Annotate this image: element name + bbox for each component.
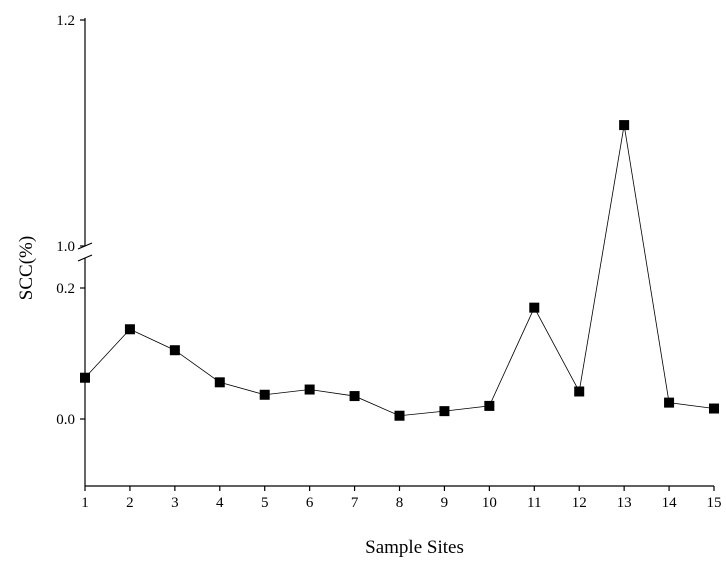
x-tick-label: 11 [527,495,541,511]
data-point [259,389,270,400]
y-tick-label: 0.0 [56,412,75,428]
y-tick-label: 0.2 [56,281,75,297]
data-point [664,397,675,408]
x-tick-label: 13 [617,495,632,511]
data-point [80,372,90,383]
x-tick-label: 8 [396,495,404,511]
data-point [169,345,180,356]
x-tick-label: 5 [261,495,269,511]
data-point [529,302,540,313]
y-axis-title: SCC(%) [16,236,37,300]
data-point [619,120,630,131]
data-point [574,386,585,397]
x-tick-label: 1 [81,495,89,511]
y-tick-label: 1.0 [56,239,75,255]
data-point [349,391,360,402]
data-point [709,403,719,414]
x-tick-label: 7 [351,495,359,511]
data-point [124,324,135,335]
data-point [304,384,315,395]
x-tick-label: 9 [441,495,449,511]
x-tick-label: 12 [572,495,587,511]
axis-break-mark [77,254,93,262]
x-tick-label: 6 [306,495,314,511]
data-point [214,377,225,388]
x-tick-label: 2 [126,495,134,511]
x-ticks: 1 2 3 4 5 6 7 8 9 10 11 12 13 14 15 [81,486,722,511]
data-point [439,406,450,417]
y-ticks: 0.0 0.2 1.0 1.2 [56,13,85,428]
data-point [394,410,405,421]
x-tick-label: 15 [707,495,722,511]
data-point [484,400,495,411]
x-tick-label: 14 [662,495,678,511]
series-group [80,120,719,421]
x-tick-label: 10 [482,495,497,511]
x-tick-label: 3 [171,495,179,511]
y-tick-label: 1.2 [56,13,75,29]
x-tick-label: 4 [216,495,224,511]
series-line [84,125,715,417]
x-axis-title: Sample Sites [365,537,464,558]
